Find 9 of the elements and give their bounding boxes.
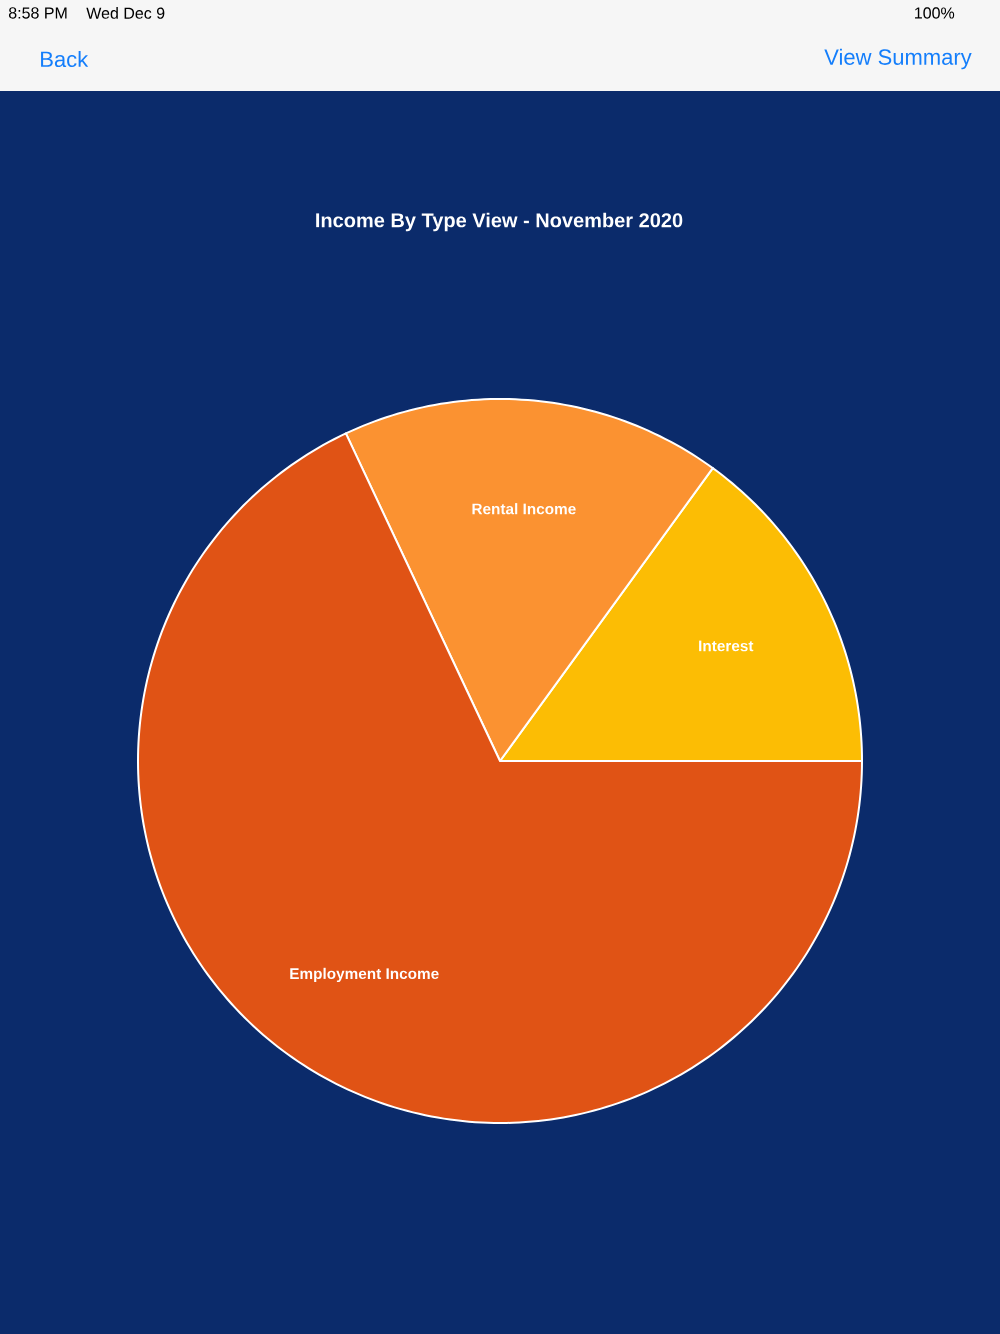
slice-label: Interest	[699, 640, 754, 652]
text: 100%	[915, 7, 955, 19]
slice-label: Rental Income	[472, 503, 576, 515]
text: Back	[41, 50, 89, 68]
text: Wed Dec 9	[86, 7, 165, 19]
slice-label: Employment Income	[290, 967, 439, 983]
chart-title: Income By Type View - November 2020	[316, 212, 683, 232]
text: 8:58 PM	[8, 7, 67, 19]
text: View Summary	[824, 48, 972, 70]
